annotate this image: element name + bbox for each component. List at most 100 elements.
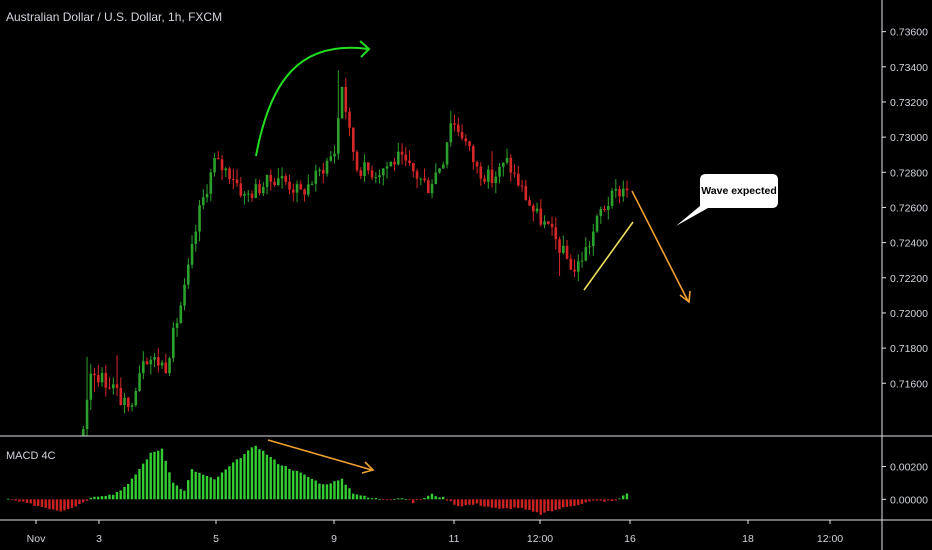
price-tick-label: 0.73400 xyxy=(890,62,928,74)
macd-bar xyxy=(142,463,145,500)
candle xyxy=(607,196,610,220)
macd-bar xyxy=(378,499,381,501)
macd-bar xyxy=(475,499,479,504)
price-tick-label: 0.71600 xyxy=(890,378,928,390)
macd-axis: 0.00200 0.00000 xyxy=(882,462,928,506)
candle xyxy=(378,169,381,184)
macd-bar xyxy=(127,483,130,500)
candle xyxy=(524,179,528,201)
price-tick-label: 0.73200 xyxy=(890,97,928,109)
candle xyxy=(588,241,591,255)
macd-bar xyxy=(205,475,209,500)
macd-bar xyxy=(539,499,542,515)
macd-bar xyxy=(329,483,332,500)
candle xyxy=(295,180,299,203)
macd-bar xyxy=(603,499,606,502)
macd-bar xyxy=(14,499,17,501)
macd-bar xyxy=(367,497,370,500)
macd-bar xyxy=(625,493,629,500)
candle xyxy=(618,185,621,204)
candle xyxy=(445,141,449,169)
macd-bar xyxy=(33,499,36,506)
macd-bar xyxy=(10,499,14,501)
candle xyxy=(318,167,321,177)
orange-arrow xyxy=(631,190,689,302)
macd-bar xyxy=(258,449,261,500)
macd-bar xyxy=(513,499,516,508)
macd-bar xyxy=(25,499,29,503)
macd-bar xyxy=(389,499,392,501)
macd-bar xyxy=(577,499,580,506)
price-tick-label: 0.72800 xyxy=(890,167,928,179)
macd-bar xyxy=(333,481,336,500)
macd-bar xyxy=(269,457,272,500)
candle xyxy=(502,162,505,177)
time-tick-label: 12:00 xyxy=(817,533,843,545)
price-tick-label: 0.72400 xyxy=(890,238,928,250)
macd-bar xyxy=(427,495,430,500)
macd-bar xyxy=(554,499,557,510)
candle xyxy=(509,154,513,182)
candle xyxy=(344,77,348,120)
yellow-trendline xyxy=(583,221,634,291)
candle xyxy=(134,387,138,408)
macd-bar xyxy=(430,493,434,500)
symbol-title: Australian Dollar / U.S. Dollar, 1h, FXC… xyxy=(6,10,222,24)
candle xyxy=(258,179,261,196)
candle xyxy=(460,124,464,141)
candle xyxy=(569,254,573,271)
candle xyxy=(149,355,153,375)
candle xyxy=(235,169,239,187)
candle xyxy=(314,164,318,192)
macd-bar xyxy=(48,499,51,510)
candle xyxy=(220,154,224,181)
macd-bar xyxy=(569,499,572,507)
candle xyxy=(179,301,183,324)
macd-bar xyxy=(104,495,107,500)
macd-bar xyxy=(483,499,486,507)
macd-bar xyxy=(52,499,55,510)
time-tick-label: 16 xyxy=(624,533,636,545)
candle xyxy=(194,224,198,252)
candle xyxy=(307,174,310,197)
macd-bar xyxy=(138,469,141,500)
candle xyxy=(370,165,374,181)
macd-bar xyxy=(318,483,321,500)
time-tick-label: 12:00 xyxy=(527,533,553,545)
orange-arrowhead xyxy=(679,290,691,304)
macd-bar xyxy=(67,499,70,510)
candle xyxy=(145,357,149,365)
candle xyxy=(565,239,569,260)
green-curved-arrow xyxy=(255,46,369,157)
macd-bar xyxy=(314,480,317,500)
macd-bar xyxy=(168,472,171,500)
candle xyxy=(385,161,389,179)
macd-bar xyxy=(112,494,115,500)
candle xyxy=(172,322,175,363)
time-tick-label: 18 xyxy=(742,533,754,545)
macd-bar xyxy=(322,484,325,500)
candle xyxy=(584,237,588,262)
macd-bar xyxy=(438,497,441,500)
candle xyxy=(427,177,430,194)
candle xyxy=(494,171,498,194)
macd-bar xyxy=(40,499,44,507)
macd-bar xyxy=(502,499,505,509)
candle xyxy=(595,214,599,233)
candle xyxy=(599,206,603,224)
macd-bar xyxy=(299,472,302,500)
candle xyxy=(543,215,546,229)
candle xyxy=(337,70,340,160)
macd-bar xyxy=(464,499,467,506)
macd-bar xyxy=(157,450,160,500)
candle xyxy=(153,352,156,368)
macd-bar xyxy=(374,498,377,500)
candle xyxy=(89,364,93,410)
macd-bar xyxy=(363,495,366,500)
time-tick-label: Nov xyxy=(27,533,46,545)
macd-bar xyxy=(505,499,509,509)
macd-bar xyxy=(55,499,59,511)
macd-bar xyxy=(262,450,265,500)
